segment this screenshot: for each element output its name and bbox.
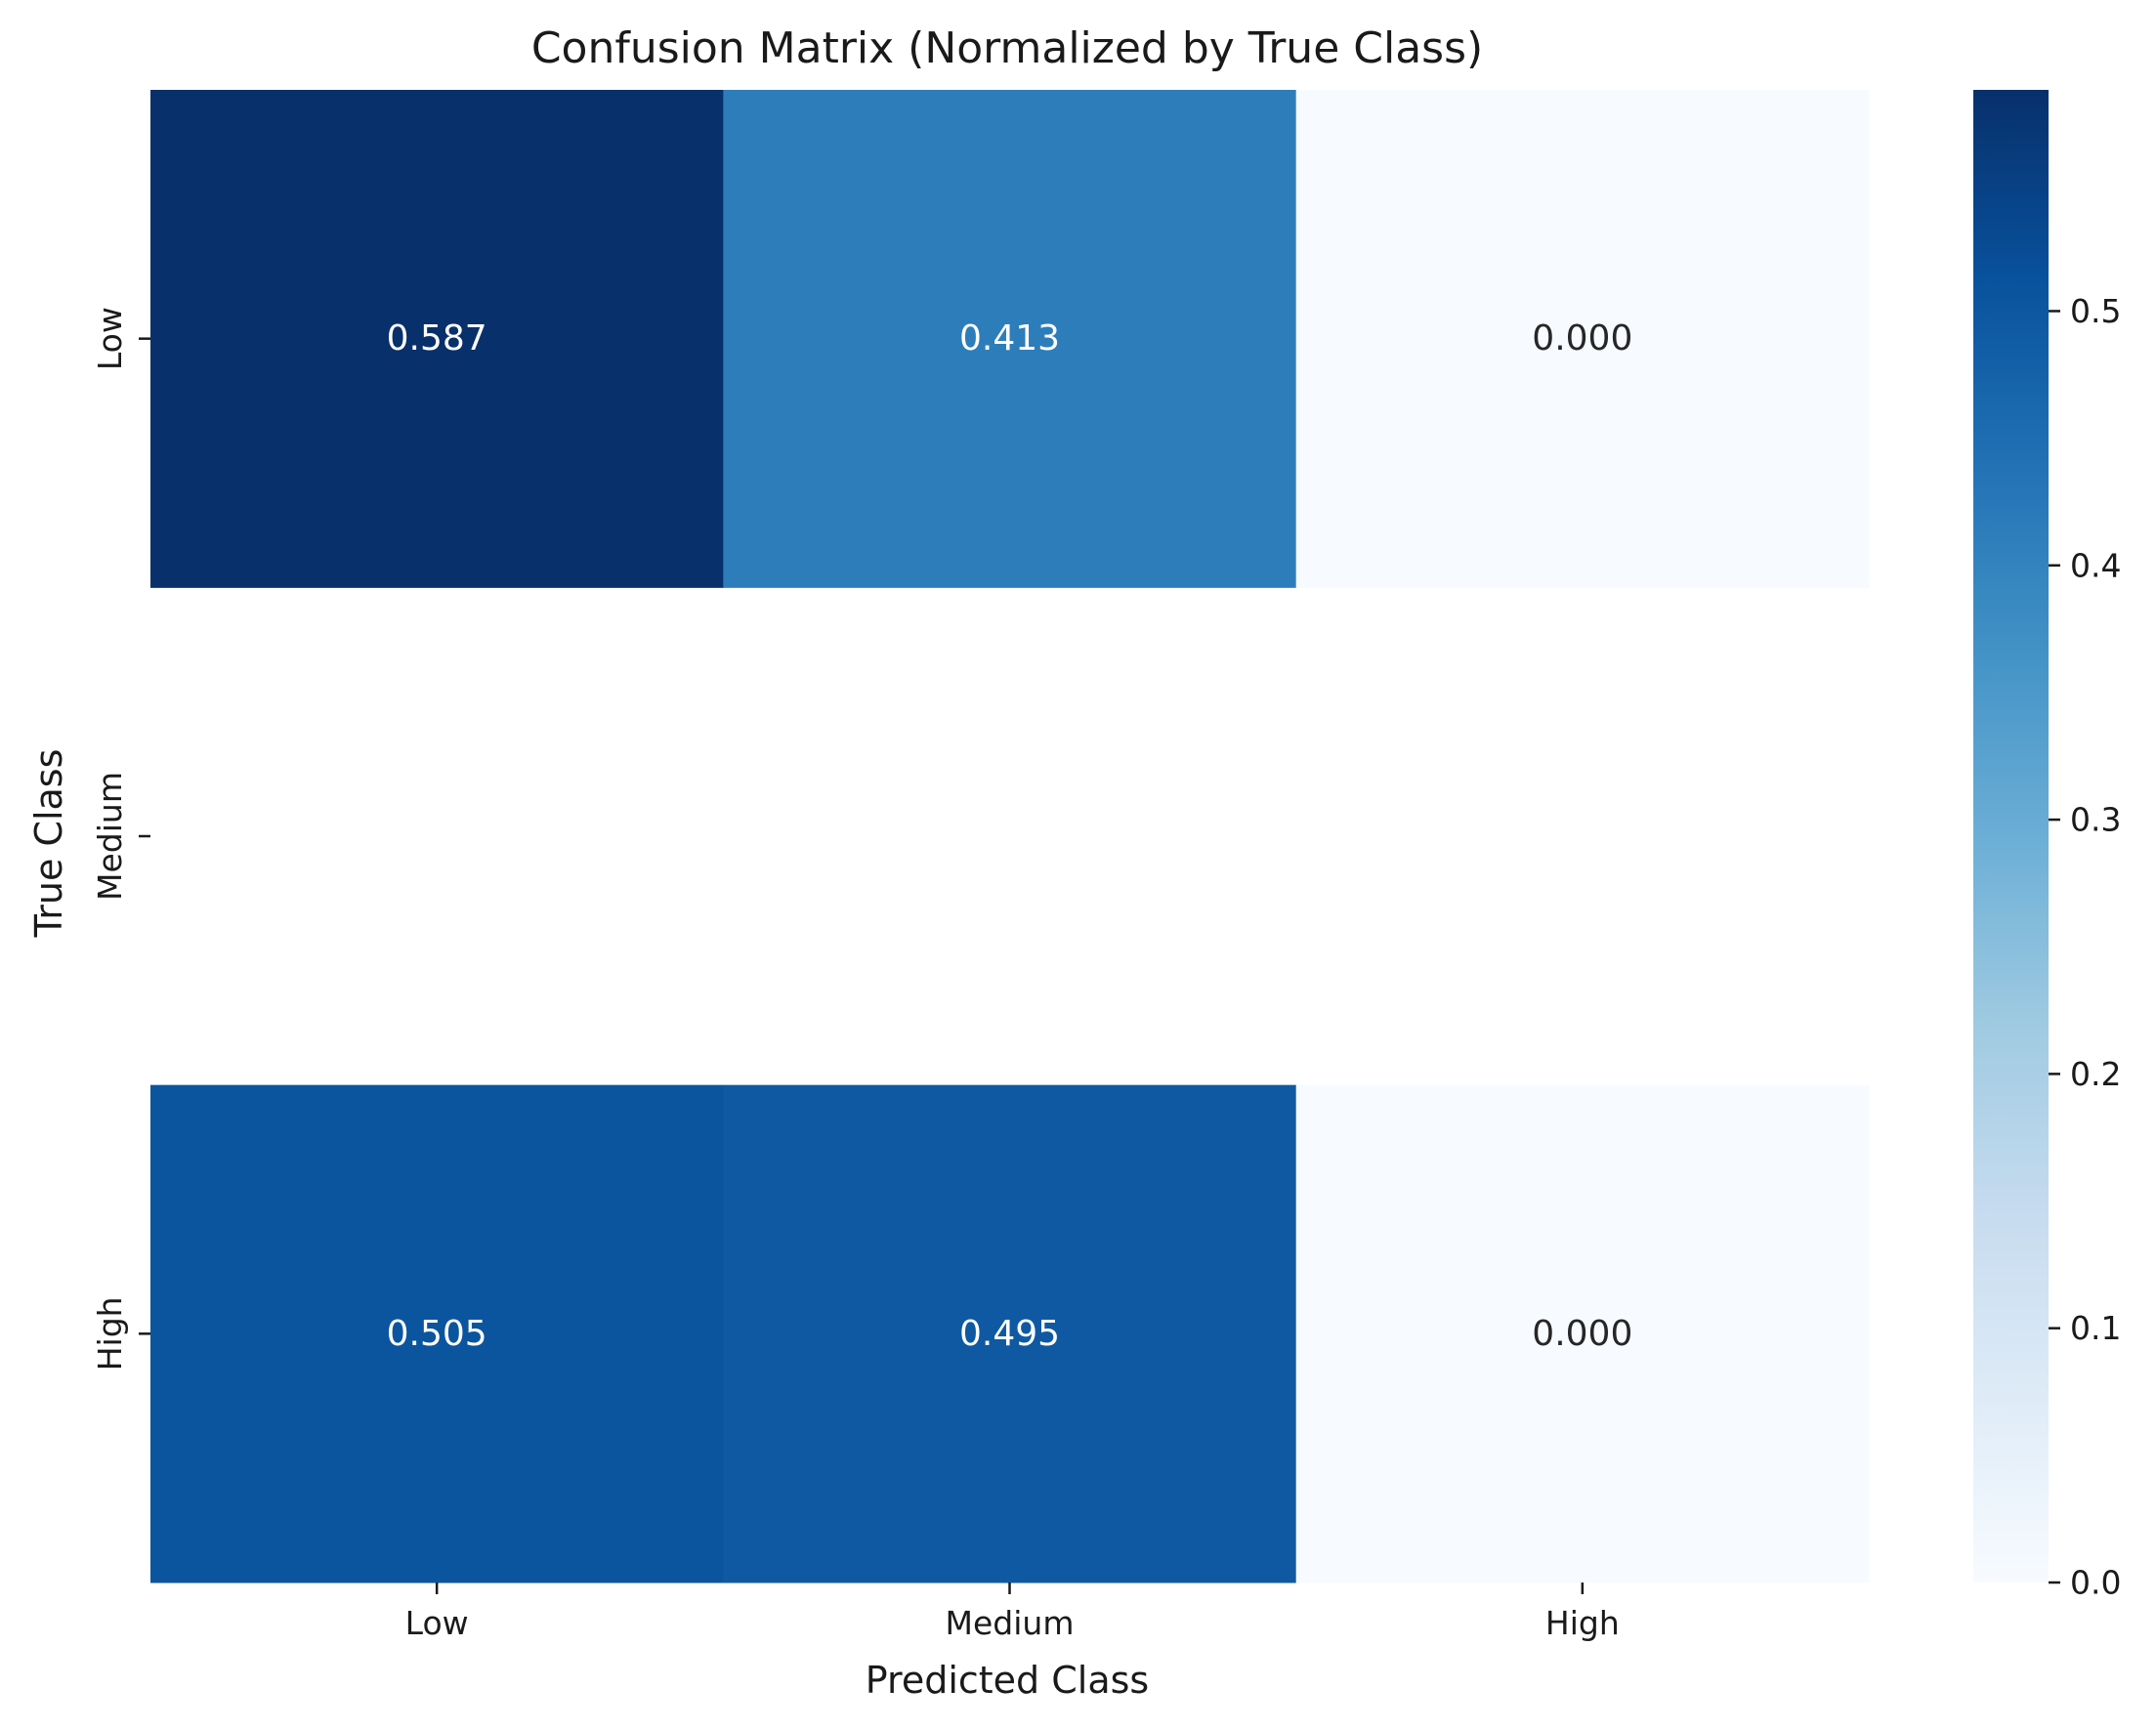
y-tick-label: Medium — [91, 772, 129, 901]
heatmap-cell — [723, 1084, 1297, 1583]
cell-value-label: 0.413 — [959, 318, 1060, 359]
y-tick-label: Low — [91, 307, 129, 370]
x-axis-ticks: Low Medium High — [405, 1582, 1620, 1642]
heatmap-cell — [1295, 1084, 1870, 1583]
y-axis-ticks: Low Medium High — [91, 307, 150, 1371]
colorbar-tick-label: 0.4 — [2070, 546, 2121, 584]
chart-title: Confusion Matrix (Normalized by True Cla… — [531, 23, 1483, 73]
x-axis-label: Predicted Class — [866, 1659, 1149, 1702]
heatmap-cell — [723, 90, 1297, 588]
cell-value-label: 0.495 — [959, 1314, 1060, 1354]
colorbar-tick-label: 0.5 — [2070, 292, 2121, 330]
colorbar-tick-label: 0.3 — [2070, 801, 2121, 839]
y-axis-label: True Class — [27, 749, 70, 939]
cell-value-label: 0.000 — [1532, 1314, 1632, 1354]
cell-value-label: 0.000 — [1532, 318, 1632, 359]
heatmap-cell-labels: 0.587 0.413 0.000 0.505 0.495 0.000 — [387, 318, 1633, 1354]
heatmap-cell — [150, 1084, 724, 1583]
x-tick-label: High — [1545, 1604, 1620, 1642]
y-tick-label: High — [91, 1296, 129, 1371]
cell-value-label: 0.505 — [387, 1314, 487, 1354]
heatmap-cells — [150, 90, 1870, 1583]
colorbar — [1973, 90, 2049, 1582]
colorbar-ticks: 0.0 0.1 0.2 0.3 0.4 0.5 — [2049, 292, 2121, 1602]
colorbar-tick-label: 0.0 — [2070, 1564, 2121, 1602]
heatmap-cell — [150, 90, 724, 588]
colorbar-tick-label: 0.1 — [2070, 1309, 2121, 1347]
heatmap-cell — [1295, 90, 1870, 588]
x-tick-label: Low — [405, 1604, 469, 1642]
x-tick-label: Medium — [946, 1604, 1075, 1642]
cell-value-label: 0.587 — [387, 318, 487, 359]
colorbar-tick-label: 0.2 — [2070, 1055, 2121, 1093]
